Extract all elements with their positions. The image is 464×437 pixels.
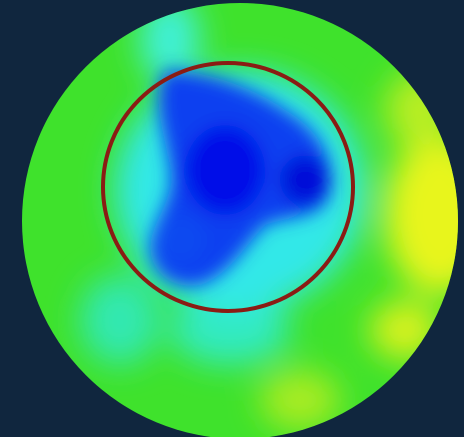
blue-blob bbox=[155, 215, 205, 265]
deep-blue-blob bbox=[280, 155, 330, 205]
yellow-patch bbox=[260, 370, 340, 430]
reference-ring bbox=[101, 61, 355, 313]
cyan-patch bbox=[80, 275, 160, 365]
deep-blue-blob bbox=[185, 125, 265, 215]
yellow-patch bbox=[385, 135, 458, 295]
cyan-patch bbox=[170, 295, 290, 365]
blue-region bbox=[150, 70, 331, 286]
